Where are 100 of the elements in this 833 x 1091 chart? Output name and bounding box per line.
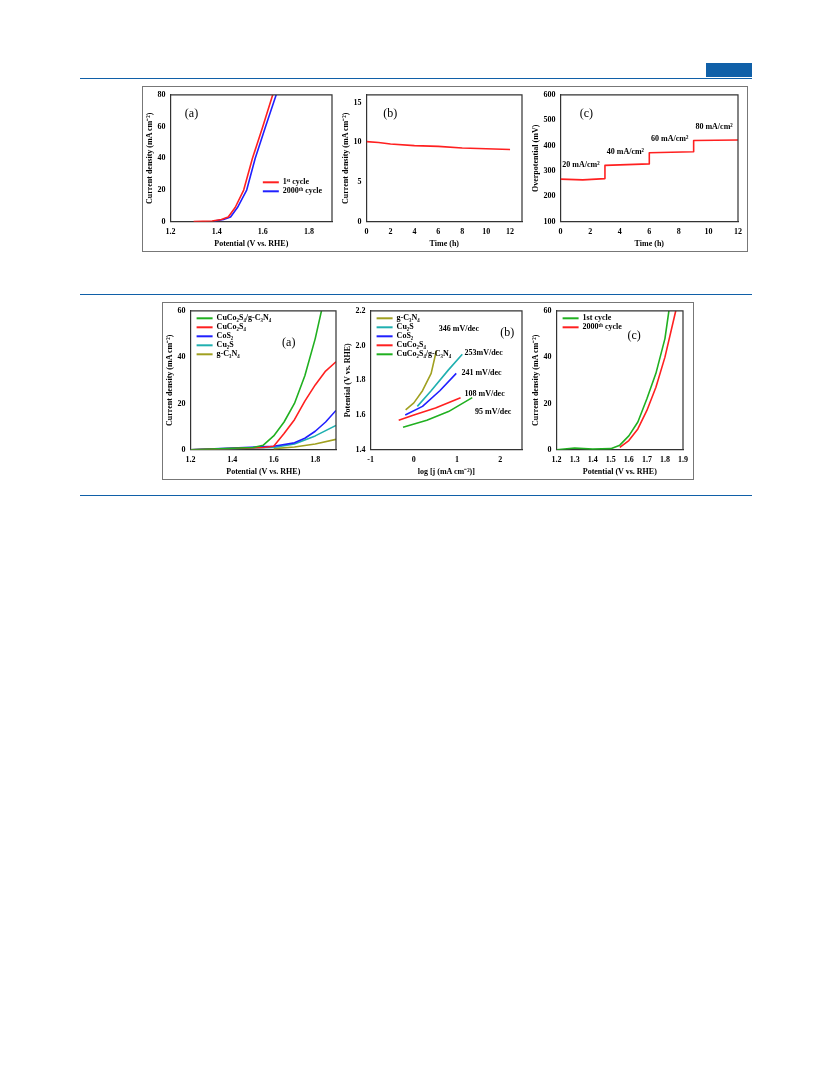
x-axis-title: Time (h) — [634, 239, 665, 249]
annotation: 20 mA/cm² — [562, 159, 601, 169]
x-axis-title: Potential (V vs. RHE) — [214, 239, 289, 249]
x-axis-title: Potential (V vs. RHE) — [582, 467, 658, 477]
y-axis-title: Overpotential (mV) — [530, 124, 540, 192]
legend-label: CuCo₂S₄/g-C₃N₄ — [216, 313, 272, 323]
annotation: (a) — [282, 334, 296, 349]
y-tick-label: 100 — [543, 216, 556, 226]
legend-label: g-C₃N₄ — [216, 349, 241, 359]
y-tick-label: 40 — [157, 153, 166, 163]
y-tick-label: 20 — [177, 398, 186, 408]
y-tick-label: 40 — [177, 352, 186, 362]
y-tick-label: 10 — [353, 137, 362, 147]
legend-label: 1ˢᵗ cycle — [282, 177, 310, 187]
annotation: 346 mV/dec — [438, 323, 480, 333]
y-tick-label: 1.4 — [355, 444, 366, 454]
x-tick-label: 1.8 — [659, 454, 670, 464]
y-tick-label: 500 — [543, 115, 556, 125]
annotation: 80 mA/cm² — [695, 121, 734, 131]
y-tick-label: 1.8 — [355, 375, 366, 385]
x-tick-label: 1.6 — [257, 226, 268, 236]
x-tick-label: 1.8 — [310, 454, 321, 464]
x-tick-label: 1.6 — [268, 454, 279, 464]
x-tick-label: 1.4 — [587, 454, 598, 464]
annotation: (c) — [579, 106, 593, 121]
y-tick-label: 0 — [181, 444, 186, 454]
y-tick-label: 60 — [157, 121, 166, 131]
y-tick-label: 60 — [177, 305, 186, 315]
x-tick-label: 1.8 — [303, 226, 314, 236]
x-tick-label: 1.4 — [227, 454, 238, 464]
x-tick-label: 1.5 — [605, 454, 616, 464]
annotation: 60 mA/cm² — [651, 134, 689, 144]
x-tick-label: 1.2 — [185, 454, 196, 464]
y-axis-title: Current density (mA cm⁻²) — [164, 334, 174, 426]
y-tick-label: 5 — [357, 177, 362, 187]
annotation: 108 mV/dec — [464, 389, 506, 399]
annotation: 95 mV/dec — [475, 407, 512, 417]
y-tick-label: 400 — [543, 140, 556, 150]
x-tick-label: 6 — [436, 226, 441, 236]
y-axis-title: Potential (V vs. RHE) — [342, 342, 352, 418]
legend-label: CuCo₂S₄ — [396, 340, 427, 350]
y-tick-label: 15 — [353, 97, 362, 107]
y-tick-label: 1.6 — [355, 410, 366, 420]
annotation: (a) — [184, 106, 199, 121]
x-tick-label: 1.4 — [211, 226, 222, 236]
legend-label: CuCo₂S₄ — [216, 322, 247, 332]
x-tick-label: 1.2 — [165, 226, 176, 236]
y-tick-label: 60 — [543, 305, 552, 315]
legend-label: 2000ᵗʰ cycle — [582, 322, 623, 332]
x-tick-label: 0 — [558, 226, 563, 236]
x-tick-label: 1.6 — [623, 454, 634, 464]
x-tick-label: 1.7 — [641, 454, 652, 464]
x-tick-label: 1.3 — [569, 454, 580, 464]
x-tick-label: 12 — [506, 226, 515, 236]
y-axis-title: Current density (mA cm⁻²) — [144, 112, 154, 204]
legend-label: Cu₂S — [396, 322, 415, 332]
annotation: (c) — [627, 327, 641, 342]
x-axis-title: Potential (V vs. RHE) — [226, 467, 301, 477]
y-tick-label: 20 — [543, 398, 552, 408]
x-tick-label: 10 — [482, 226, 491, 236]
x-tick-label: 1.9 — [678, 454, 688, 464]
y-tick-label: 20 — [157, 185, 166, 195]
y-tick-label: 0 — [161, 216, 166, 226]
y-tick-label: 2.0 — [355, 340, 366, 350]
annotation: (b) — [383, 106, 398, 121]
y-tick-label: 300 — [543, 166, 556, 176]
y-tick-label: 200 — [543, 191, 556, 201]
y-tick-label: 0 — [547, 444, 552, 454]
legend-label: CoS₂ — [216, 331, 234, 341]
x-tick-label: 10 — [704, 226, 713, 236]
x-tick-label: 1.2 — [551, 454, 562, 464]
annotation: 253mV/dec — [464, 347, 504, 357]
x-tick-label: 0 — [411, 454, 416, 464]
legend-label: CoS₂ — [396, 331, 414, 341]
x-tick-label: 8 — [460, 226, 465, 236]
legend-label: Cu₂S — [216, 340, 235, 350]
x-tick-label: 6 — [647, 226, 652, 236]
x-tick-label: 1 — [455, 454, 460, 464]
y-tick-label: 0 — [357, 216, 362, 226]
y-tick-label: 40 — [543, 352, 552, 362]
annotation: 241 mV/dec — [461, 368, 503, 378]
y-tick-label: 2.2 — [355, 305, 366, 315]
x-tick-label: 2 — [498, 454, 503, 464]
x-axis-title: Time (h) — [429, 239, 460, 249]
x-tick-label: 4 — [617, 226, 622, 236]
x-axis-title: log [j (mA cm⁻²)] — [417, 467, 476, 477]
legend-label: 1st cycle — [582, 313, 612, 323]
y-tick-label: 600 — [543, 89, 556, 99]
y-tick-label: 80 — [157, 89, 166, 99]
x-tick-label: 8 — [676, 226, 681, 236]
legend-label: 2000ᵗʰ cycle — [282, 186, 323, 196]
legend-label: g-C₃N₄ — [396, 313, 421, 323]
x-tick-label: 12 — [734, 226, 742, 236]
y-axis-title: Current density (mA cm⁻²) — [340, 112, 350, 204]
y-axis-title: Current density (mA cm⁻²) — [530, 334, 540, 426]
x-tick-label: 4 — [412, 226, 417, 236]
annotation: (b) — [500, 325, 515, 340]
annotation: 40 mA/cm² — [606, 147, 645, 157]
x-tick-label: 2 — [588, 226, 593, 236]
x-tick-label: 2 — [388, 226, 393, 236]
